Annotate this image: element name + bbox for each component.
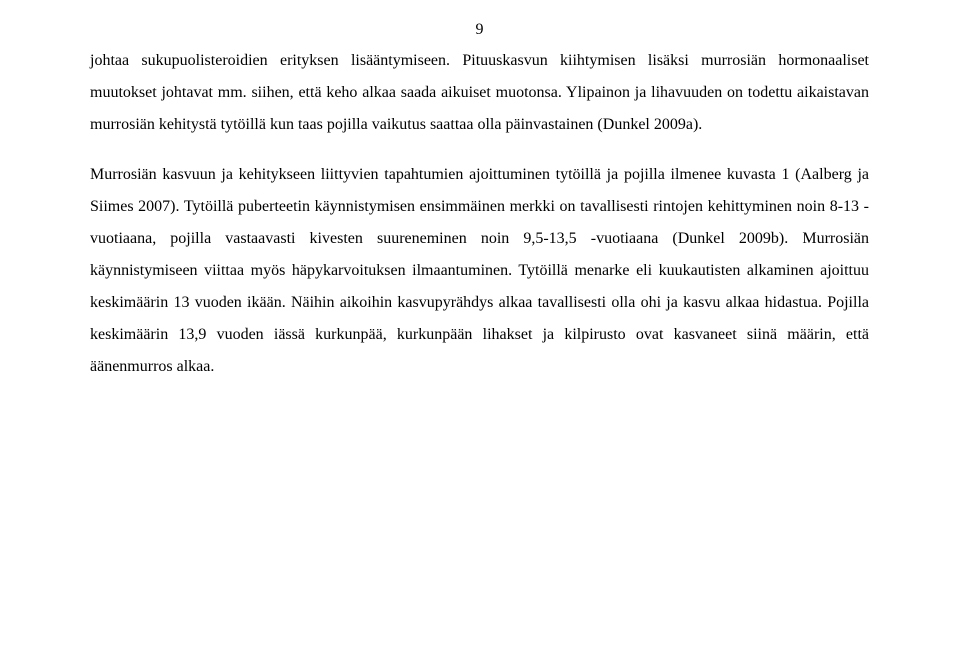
document-page: 9 johtaa sukupuolisteroidien erityksen l… [0, 0, 959, 421]
page-number: 9 [90, 20, 869, 39]
paragraph-1: johtaa sukupuolisteroidien erityksen lis… [90, 45, 869, 141]
paragraph-2: Murrosiän kasvuun ja kehitykseen liittyv… [90, 159, 869, 383]
